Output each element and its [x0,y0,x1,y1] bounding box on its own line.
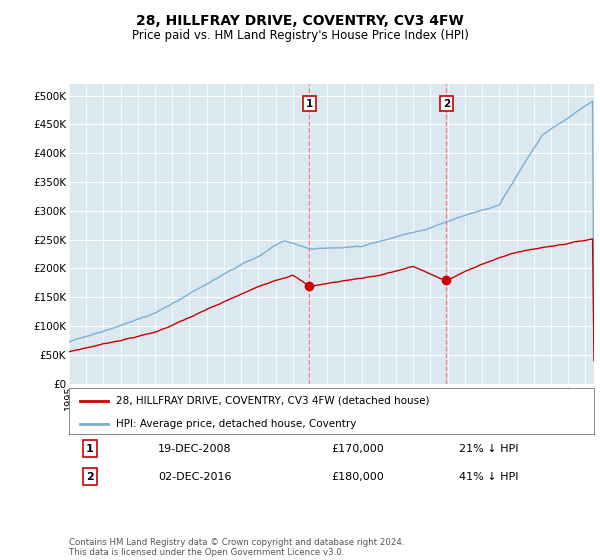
Text: 1: 1 [306,99,313,109]
Text: Contains HM Land Registry data © Crown copyright and database right 2024.
This d: Contains HM Land Registry data © Crown c… [69,538,404,557]
Text: HPI: Average price, detached house, Coventry: HPI: Average price, detached house, Cove… [116,419,356,429]
Text: £180,000: £180,000 [331,472,384,482]
Text: 28, HILLFRAY DRIVE, COVENTRY, CV3 4FW (detached house): 28, HILLFRAY DRIVE, COVENTRY, CV3 4FW (d… [116,396,430,406]
Text: 1: 1 [86,444,94,454]
Text: 41% ↓ HPI: 41% ↓ HPI [459,472,519,482]
Text: 21% ↓ HPI: 21% ↓ HPI [459,444,519,454]
Text: 28, HILLFRAY DRIVE, COVENTRY, CV3 4FW: 28, HILLFRAY DRIVE, COVENTRY, CV3 4FW [136,14,464,28]
Text: £170,000: £170,000 [331,444,384,454]
Text: 2: 2 [86,472,94,482]
Text: 19-DEC-2008: 19-DEC-2008 [158,444,232,454]
Text: Price paid vs. HM Land Registry's House Price Index (HPI): Price paid vs. HM Land Registry's House … [131,29,469,42]
Text: 2: 2 [443,99,450,109]
Text: 02-DEC-2016: 02-DEC-2016 [158,472,232,482]
